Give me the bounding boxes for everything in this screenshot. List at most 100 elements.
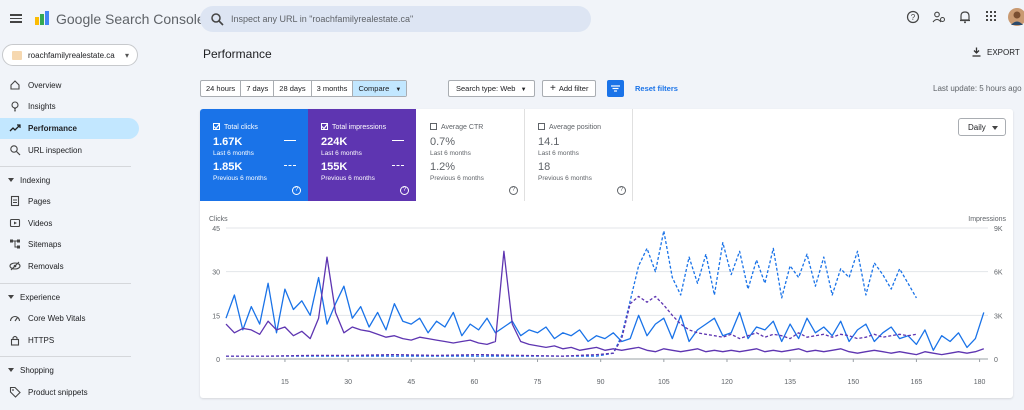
page-title: Performance	[203, 47, 272, 61]
checkbox-icon[interactable]	[538, 123, 545, 130]
lightbulb-icon	[11, 101, 19, 112]
search-type-label: Search type: Web	[456, 84, 516, 93]
metric-label: Total impressions	[332, 124, 387, 131]
date-28-days[interactable]: 28 days	[274, 81, 312, 96]
metric-average-ctr[interactable]: Average CTR 0.7% Last 6 months 1.2% Prev…	[417, 109, 525, 201]
metric-prev-value: 1.85K	[213, 161, 243, 173]
sidebar-item-url-inspection[interactable]: URL inspection	[0, 140, 139, 161]
sidebar-item-insights[interactable]: Insights	[0, 96, 139, 117]
property-selector[interactable]: roachfamilyrealestate.ca ▾	[2, 44, 138, 66]
metric-prev-value: 1.2%	[430, 161, 456, 173]
caret-down-icon	[8, 368, 14, 372]
sidebar-item-product-snippets[interactable]: Product snippets	[0, 382, 139, 403]
date-24-hours[interactable]: 24 hours	[201, 81, 242, 96]
sidebar: roachfamilyrealestate.ca ▾ Overview Insi…	[0, 38, 150, 410]
help-icon[interactable]: ?	[292, 186, 301, 195]
section-experience[interactable]: Experience	[8, 293, 60, 302]
metric-prev-period: Previous 6 months	[538, 175, 592, 182]
metric-prev-value: 18	[538, 161, 551, 173]
checkbox-icon[interactable]	[430, 123, 437, 130]
export-button[interactable]: EXPORT	[972, 47, 1020, 57]
help-icon[interactable]: ?	[617, 186, 626, 195]
search-icon	[211, 13, 224, 26]
sidebar-item-label: Pages	[28, 197, 51, 206]
sidebar-divider	[0, 283, 131, 284]
metric-total-clicks[interactable]: Total clicks 1.67K Last 6 months 1.85K P…	[200, 109, 308, 201]
app-title[interactable]: Google Search Console	[56, 11, 205, 27]
search-placeholder[interactable]: Inspect any URL in "roachfamilyrealestat…	[231, 14, 414, 24]
metric-value: 1.67K	[213, 136, 243, 148]
metric-header: Total impressions	[321, 123, 386, 131]
add-filter-button[interactable]: + Add filter	[542, 80, 597, 97]
sidebar-item-sitemaps[interactable]: Sitemaps	[0, 234, 139, 255]
sidebar-item-core-web-vitals[interactable]: Core Web Vitals	[0, 308, 139, 329]
compare-button[interactable]: Compare ▼	[353, 81, 407, 96]
caret-down-icon	[992, 126, 998, 130]
solid-line-legend-icon	[284, 140, 296, 141]
url-inspection-search[interactable]: Inspect any URL in "roachfamilyrealestat…	[200, 6, 591, 32]
sidebar-item-label: URL inspection	[28, 146, 82, 155]
sidebar-divider	[0, 166, 131, 167]
section-title: Shopping	[20, 366, 54, 375]
apps-grid-icon[interactable]	[985, 10, 997, 22]
sidebar-item-label: Performance	[28, 124, 77, 133]
metric-label: Total clicks	[224, 124, 258, 131]
sidebar-item-label: Sitemaps	[28, 240, 62, 249]
metric-total-impressions[interactable]: Total impressions 224K Last 6 months 155…	[308, 109, 416, 201]
filter-settings-button[interactable]	[607, 80, 624, 97]
avatar[interactable]	[1008, 8, 1024, 26]
granularity-select[interactable]: Daily	[958, 118, 1006, 136]
dashed-line-legend-icon	[392, 165, 404, 166]
metric-prev-value: 155K	[321, 161, 348, 173]
sidebar-item-removals[interactable]: Removals	[0, 256, 139, 277]
manage-users-icon[interactable]	[932, 10, 946, 24]
property-name: roachfamilyrealestate.ca	[28, 51, 115, 60]
metric-period: Last 6 months	[538, 150, 579, 157]
reset-filters-link[interactable]: Reset filters	[635, 84, 678, 93]
search-icon	[10, 145, 21, 156]
sidebar-item-label: Insights	[28, 102, 56, 111]
granularity-label: Daily	[968, 123, 986, 132]
pages-icon	[10, 195, 20, 207]
sidebar-item-https[interactable]: HTTPS	[0, 330, 139, 351]
compare-label: Compare	[358, 84, 390, 93]
metric-prev-period: Previous 6 months	[430, 175, 484, 182]
sidebar-item-label: Overview	[28, 81, 62, 90]
metric-value: 0.7%	[430, 136, 456, 148]
metric-period: Last 6 months	[213, 150, 254, 157]
metric-label: Average CTR	[441, 124, 484, 131]
menu-icon[interactable]	[10, 12, 22, 24]
metric-header: Average position	[538, 123, 601, 131]
metric-prev-period: Previous 6 months	[321, 175, 375, 182]
sidebar-item-performance[interactable]: Performance	[0, 118, 139, 139]
sidebar-item-overview[interactable]: Overview	[0, 75, 139, 96]
add-filter-label: Add filter	[558, 84, 589, 93]
chevron-down-icon: ▾	[125, 51, 130, 60]
help-icon[interactable]: ?	[906, 10, 920, 24]
notifications-icon[interactable]	[958, 10, 972, 24]
export-label: EXPORT	[987, 48, 1020, 57]
speed-icon	[9, 315, 21, 322]
sidebar-item-videos[interactable]: Videos	[0, 213, 139, 234]
metric-period: Last 6 months	[430, 150, 471, 157]
help-icon[interactable]: ?	[509, 186, 518, 195]
metric-prev-period: Previous 6 months	[213, 175, 267, 182]
date-3-months[interactable]: 3 months	[312, 81, 354, 96]
sidebar-item-pages[interactable]: Pages	[0, 191, 139, 212]
section-title: Experience	[20, 293, 61, 302]
sidebar-divider	[0, 356, 131, 357]
checkbox-checked-icon[interactable]	[213, 123, 220, 130]
section-shopping[interactable]: Shopping	[8, 366, 54, 375]
search-type-filter[interactable]: Search type: Web ▼	[448, 80, 535, 97]
metric-label: Average position	[549, 124, 602, 131]
sidebar-item-label: Core Web Vitals	[28, 314, 86, 323]
checkbox-checked-icon[interactable]	[321, 123, 328, 130]
tag-icon	[9, 386, 21, 398]
caret-down-icon	[8, 295, 14, 299]
metric-average-position[interactable]: Average position 14.1 Last 6 months 18 P…	[525, 109, 633, 201]
date-7-days[interactable]: 7 days	[241, 81, 275, 96]
section-indexing[interactable]: Indexing	[8, 176, 50, 185]
search-console-logo[interactable]	[34, 10, 50, 26]
help-icon[interactable]: ?	[400, 186, 409, 195]
metric-header: Total clicks	[213, 123, 258, 131]
